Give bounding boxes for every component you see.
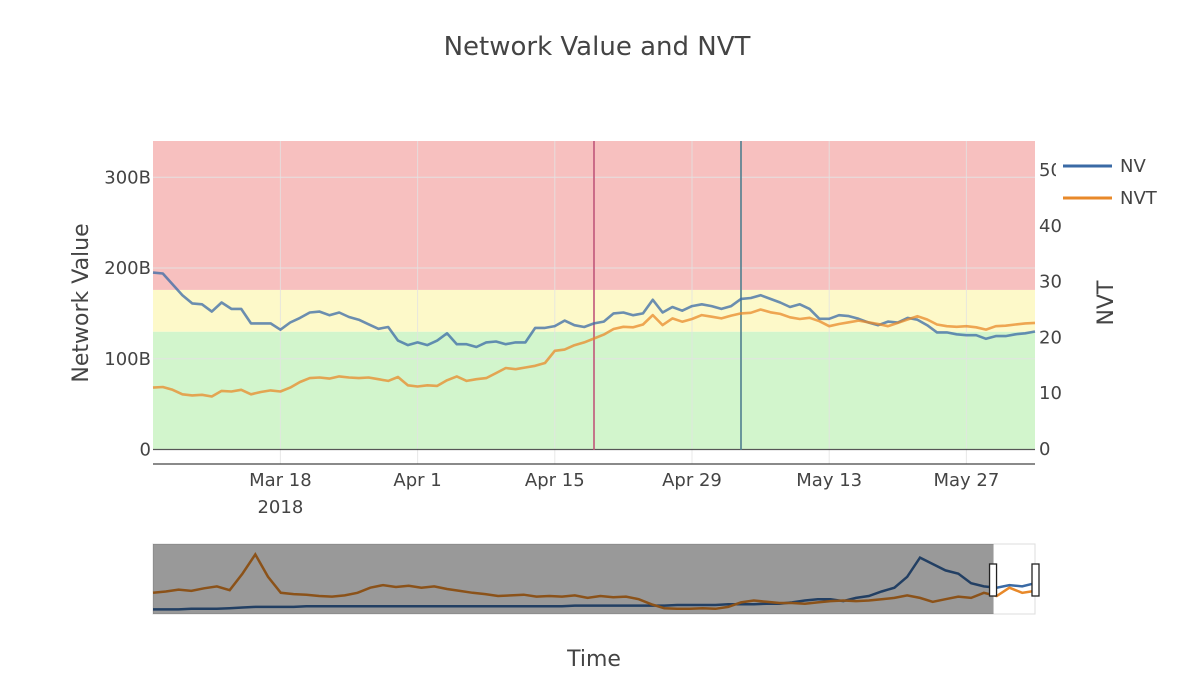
slider-series-nvt	[152, 552, 1036, 611]
y-right-tick-label: 40	[1039, 216, 1062, 237]
x-tick-label: May 13	[796, 470, 862, 491]
x-axis-title: Time	[566, 647, 621, 672]
slider-background	[152, 543, 1036, 615]
y-right-tick-label: 0	[1039, 439, 1050, 460]
y-right-tick-label: 30	[1039, 272, 1062, 293]
legend-label-nvt[interactable]: NVT	[1120, 188, 1158, 209]
y-right-tick-label: 10	[1039, 383, 1062, 404]
x-tick-label: Apr 15	[525, 470, 585, 491]
series-line-nv	[152, 271, 1036, 349]
x-tick-label: Apr 1	[393, 470, 441, 491]
x-tick-label: May 27	[933, 470, 999, 491]
legend-label-nv[interactable]: NV	[1120, 156, 1146, 177]
y-left-tick-label: 0	[140, 439, 151, 460]
y-axis-left-title: Network Value	[69, 223, 94, 382]
legend: NV NVT	[1056, 148, 1176, 218]
slider-handle-left[interactable]	[988, 563, 998, 597]
slider-series-nv	[153, 555, 1036, 611]
y-right-tick-label: 20	[1039, 327, 1062, 348]
series-line-nvt	[152, 308, 1036, 398]
x-tick-sublabel: 2018	[257, 497, 303, 518]
x-tick-label: Apr 29	[662, 470, 722, 491]
y-left-tick-label: 200B	[104, 258, 151, 279]
y-left-tick-label: 300B	[104, 167, 151, 188]
slider-mask-left	[153, 544, 994, 614]
legend-background	[1056, 148, 1176, 218]
range-slider[interactable]	[152, 543, 1040, 615]
slider-handle-right[interactable]	[1031, 563, 1040, 597]
y-left-tick-label: 100B	[104, 349, 151, 370]
y-axis-right-title: NVT	[1094, 280, 1119, 326]
x-tick-label: Mar 18	[249, 470, 312, 491]
chart-title: Network Value and NVT	[444, 32, 751, 62]
